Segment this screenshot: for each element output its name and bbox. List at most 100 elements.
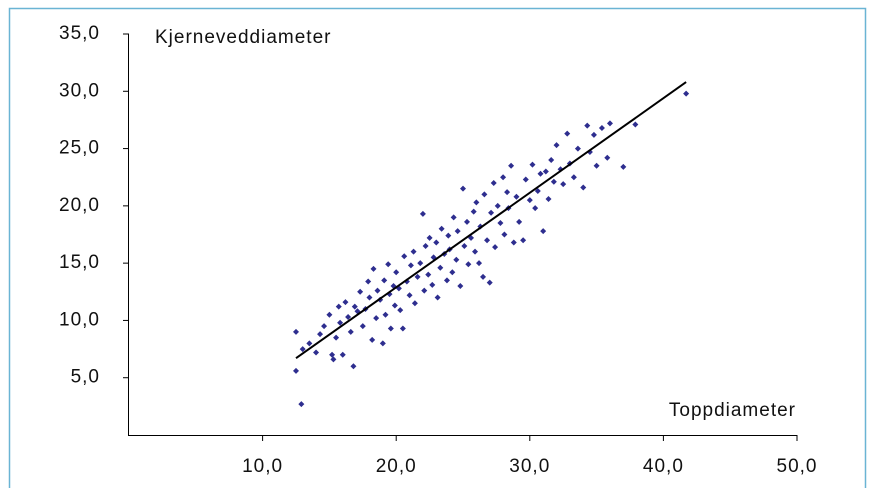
y-tick-label: 10,0 [59, 309, 100, 330]
point [457, 283, 464, 290]
point [486, 279, 493, 286]
point [370, 265, 377, 272]
point [422, 242, 429, 249]
point [393, 269, 400, 276]
point [369, 336, 376, 343]
point [419, 210, 426, 217]
point [293, 328, 299, 335]
point [464, 218, 471, 225]
point [606, 120, 613, 127]
y-tick-label: 25,0 [59, 138, 100, 159]
point [417, 260, 424, 267]
point [529, 161, 536, 168]
point [337, 319, 344, 326]
point [481, 191, 488, 198]
point [460, 185, 466, 192]
point [426, 234, 433, 241]
point [560, 181, 567, 188]
point [313, 349, 320, 356]
point [522, 176, 529, 183]
point [604, 154, 611, 161]
point [330, 356, 337, 363]
point [540, 228, 547, 235]
point [548, 157, 555, 164]
point [333, 334, 340, 341]
point [425, 271, 432, 278]
point [584, 122, 591, 129]
point [453, 256, 460, 263]
point [385, 261, 392, 268]
point [465, 261, 472, 268]
point [437, 264, 444, 271]
point [497, 220, 504, 227]
point [382, 311, 389, 318]
point [570, 174, 577, 181]
point [632, 121, 639, 128]
point [335, 303, 342, 310]
point [542, 168, 549, 175]
x-tick-label: 30,0 [509, 456, 550, 477]
point [421, 287, 428, 294]
point [553, 142, 560, 149]
point [510, 239, 517, 246]
point [445, 232, 452, 239]
point [326, 311, 333, 318]
point [374, 287, 381, 294]
point [494, 202, 501, 209]
point [454, 228, 461, 235]
x-tick-label: 50,0 [777, 456, 818, 477]
point [504, 189, 511, 196]
point [411, 300, 418, 307]
point [534, 187, 541, 194]
point [537, 170, 544, 177]
point [532, 205, 539, 212]
x-tick-label: 10,0 [242, 456, 283, 477]
point [598, 124, 605, 131]
point [357, 288, 364, 295]
frame [8, 7, 867, 488]
point [350, 363, 357, 370]
point [381, 277, 388, 284]
point [472, 248, 479, 255]
point [429, 281, 436, 288]
point [342, 299, 349, 306]
point [321, 323, 328, 330]
point [406, 292, 413, 299]
point [359, 323, 366, 330]
x-axis-label: Toppdiameter [669, 400, 796, 421]
trend-line [295, 81, 687, 360]
point [500, 174, 507, 181]
point [329, 351, 336, 358]
point [470, 208, 477, 215]
point [580, 184, 587, 191]
point [414, 273, 421, 280]
point [397, 307, 404, 314]
point [366, 294, 373, 301]
point [476, 260, 483, 267]
point [391, 302, 398, 309]
point [574, 145, 581, 152]
point [410, 248, 417, 255]
point [434, 294, 441, 301]
point [351, 303, 358, 310]
point [492, 244, 499, 251]
point [450, 214, 457, 221]
point [299, 346, 306, 353]
point [590, 131, 597, 138]
point [387, 325, 394, 332]
x-tick-label: 40,0 [643, 456, 684, 477]
point [501, 231, 508, 238]
point [433, 239, 440, 246]
y-tick-label: 15,0 [59, 252, 100, 273]
point [373, 315, 380, 322]
y-tick-label: 20,0 [59, 195, 100, 216]
y-axis-label: Kjerneveddiameter [155, 27, 331, 48]
point [399, 325, 406, 332]
y-tick-label: 35,0 [59, 23, 100, 44]
point [407, 262, 414, 269]
point [449, 269, 456, 276]
point [345, 313, 352, 320]
point [379, 340, 386, 347]
point [461, 242, 468, 249]
